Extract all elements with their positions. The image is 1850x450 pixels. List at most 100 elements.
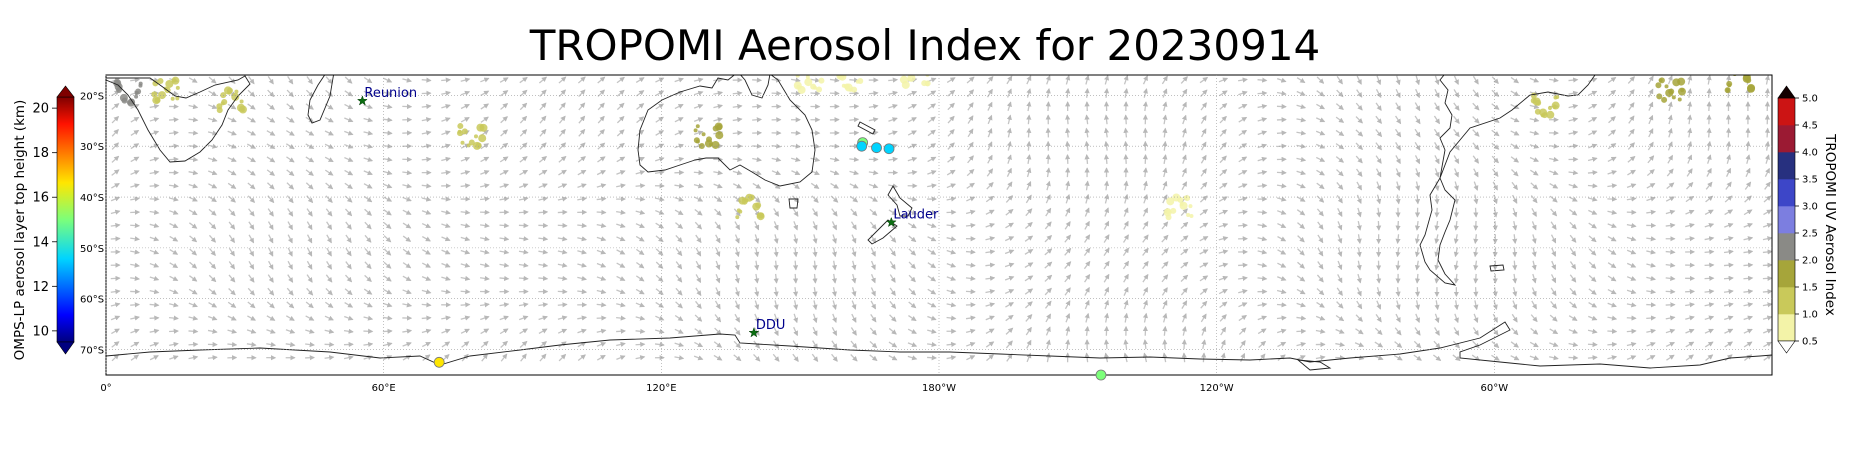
wind-vector <box>597 89 605 97</box>
wind-vector <box>1335 103 1344 110</box>
wind-vector <box>927 156 937 163</box>
wind-vector <box>499 90 509 97</box>
wind-vector <box>1162 167 1168 178</box>
wind-vector <box>985 195 995 203</box>
wind-vector <box>1414 102 1421 112</box>
longitude-labels: 0° 60°E 120°E 180°W 120°W 60°W <box>100 383 1508 394</box>
wind-vector <box>987 127 993 138</box>
wind-vector <box>111 103 120 110</box>
aerosol-pixel <box>151 91 158 98</box>
wind-vector <box>1706 154 1712 164</box>
wind-vector <box>771 170 782 176</box>
wind-vector <box>654 170 665 176</box>
wind-vector <box>421 117 432 123</box>
wind-vector <box>829 156 840 162</box>
wind-vector <box>1434 88 1440 99</box>
wind-vector <box>1238 183 1248 189</box>
wind-vector <box>1705 181 1713 190</box>
wind-vector <box>286 169 295 176</box>
wind-vector <box>1647 75 1654 85</box>
wind-vector <box>499 170 509 176</box>
wind-vector <box>1045 88 1051 98</box>
wind-vector <box>227 341 238 348</box>
wind-vector <box>519 129 528 137</box>
wind-vector <box>149 156 160 162</box>
aerosol-pixel <box>1170 207 1177 214</box>
right-colorbar: 0.5 1.0 1.5 2.0 2.5 3.0 3.5 4.0 4.5 5.0 <box>1777 85 1818 354</box>
wind-vector <box>1123 140 1129 151</box>
aerosol-pixel <box>915 66 919 70</box>
wind-vector <box>267 182 275 190</box>
wind-vector <box>110 275 121 281</box>
wind-vector <box>286 116 295 123</box>
wind-vector <box>616 142 625 150</box>
wind-vector <box>1162 127 1168 138</box>
wind-vector <box>188 196 198 202</box>
wind-vector <box>1238 116 1248 123</box>
aerosol-pixel <box>1546 110 1555 119</box>
wind-vector <box>674 143 684 149</box>
wind-vector <box>382 143 393 149</box>
wind-vector <box>1026 180 1032 191</box>
wind-vector <box>636 116 645 124</box>
wind-vector <box>635 196 646 202</box>
wind-vector <box>1414 155 1421 165</box>
wind-vector <box>305 169 314 176</box>
wind-vector <box>597 129 605 137</box>
wind-vector <box>1687 114 1693 125</box>
wind-vector <box>1453 194 1459 205</box>
wind-vector <box>655 90 665 97</box>
aerosol-pixel <box>1739 68 1745 74</box>
wind-vector <box>228 76 236 85</box>
aerosol-pixel <box>1677 97 1682 102</box>
wind-vector <box>247 169 256 176</box>
wind-vector <box>1587 156 1598 162</box>
wind-vector <box>616 183 626 189</box>
wind-vector <box>635 77 645 84</box>
wind-vector <box>382 328 393 334</box>
wind-vector <box>305 156 315 163</box>
wind-vector <box>208 76 217 84</box>
wind-vector <box>674 156 685 162</box>
wind-vector <box>247 103 256 110</box>
wind-vector <box>965 249 976 255</box>
wind-vector <box>1472 89 1480 98</box>
wind-vector <box>888 117 898 123</box>
wind-vector <box>577 169 587 176</box>
wind-vector <box>791 170 801 176</box>
wind-vector <box>1453 89 1460 98</box>
wind-vector <box>111 115 120 124</box>
wind-vector <box>208 90 218 97</box>
wind-vector <box>693 183 704 189</box>
wind-vector <box>207 117 218 123</box>
wind-vector <box>130 143 140 150</box>
wind-vector <box>1453 75 1459 85</box>
wind-vector <box>1296 77 1306 84</box>
wind-vector <box>1687 101 1693 112</box>
wind-vector <box>460 117 470 123</box>
wind-vector <box>266 130 276 136</box>
aerosol-pixel <box>238 105 247 114</box>
wind-vector <box>1276 143 1287 149</box>
wind-vector <box>1315 130 1326 136</box>
wind-vector <box>188 117 199 123</box>
wind-vector <box>655 130 665 136</box>
wind-vector <box>1355 129 1364 137</box>
wind-vector <box>1065 140 1071 151</box>
wind-vector <box>693 104 704 109</box>
wind-vector <box>518 275 529 281</box>
wind-vector <box>519 115 528 124</box>
wind-vector <box>1549 183 1559 189</box>
wind-vector <box>927 129 936 137</box>
wind-vector <box>1512 194 1518 204</box>
wind-vector <box>305 116 315 123</box>
wind-vector <box>1472 116 1480 124</box>
left-colorbar-ticks: 10 12 14 16 18 20 <box>32 102 57 339</box>
wind-vector <box>655 156 665 162</box>
wind-vector <box>149 183 160 189</box>
wind-vector <box>363 130 374 136</box>
wind-vector <box>344 117 354 123</box>
wind-vector <box>558 115 566 124</box>
wind-vector <box>1395 220 1401 231</box>
wind-vector <box>1627 142 1635 150</box>
